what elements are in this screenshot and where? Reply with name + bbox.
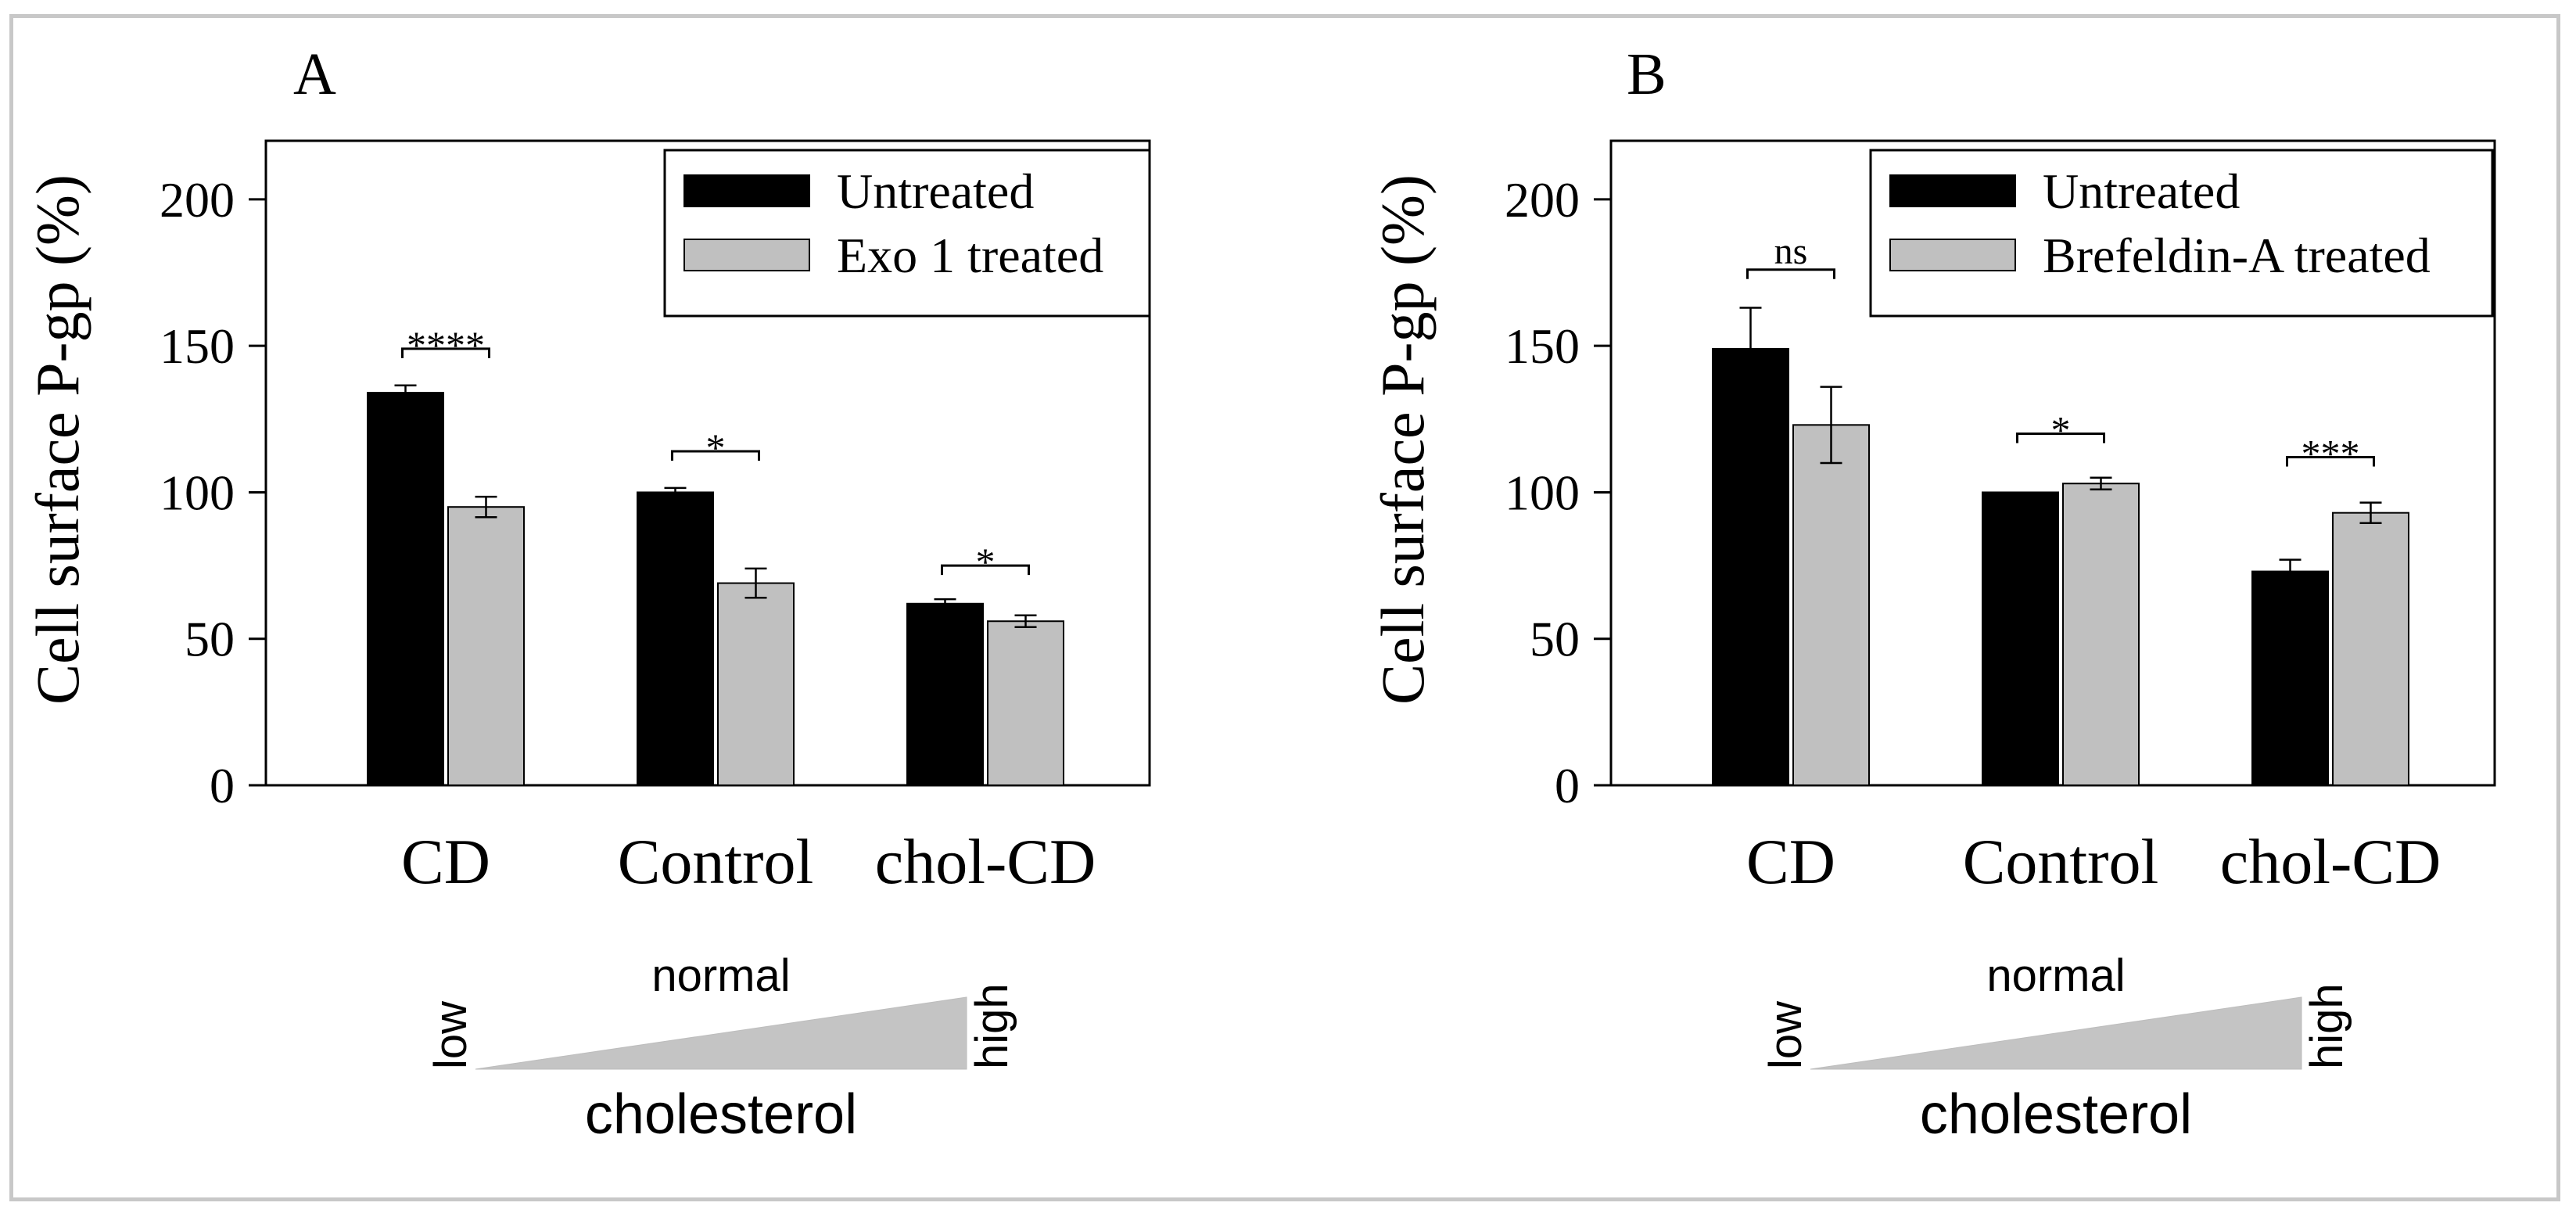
- figure-frame: A 0 50 100 150 200 Cell surface P-gp (%) CD Cont…: [9, 14, 2560, 1201]
- significance-bracket-a-chol-cd: [941, 564, 1030, 576]
- y-tick-label-b-0: 0: [1555, 758, 1580, 813]
- gradient-label-low-b: low: [1760, 1000, 1811, 1069]
- y-tick-label-a-100: 100: [160, 465, 235, 520]
- y-tick-label-b-200: 200: [1505, 172, 1580, 228]
- bar-b-brefeldin-a-treated-chol-cd: [2332, 512, 2409, 786]
- bar-b-untreated-chol-cd: [2251, 570, 2329, 787]
- legend-label-a-untreated: Untreated: [837, 163, 1034, 219]
- y-tick-label-b-50: 50: [1530, 612, 1580, 667]
- gradient-caption-cholesterol-a: cholesterol: [585, 1083, 857, 1146]
- bar-a-untreated-control: [637, 491, 714, 786]
- y-axis-label-a: Cell surface P-gp (%): [23, 174, 91, 705]
- panel-label-b: B: [1627, 41, 1667, 107]
- bar-a-untreated-chol-cd: [906, 602, 984, 786]
- legend-label-b-brefeldin-a-treated: Brefeldin-A treated: [2043, 228, 2431, 283]
- significance-label-b-cd: ns: [1774, 231, 1808, 272]
- legend-swatch-a-untreated: [683, 174, 810, 207]
- x-tick-label-b-chol-cd: chol-CD: [2220, 826, 2441, 897]
- x-tick-label-a-control: Control: [618, 826, 814, 897]
- x-tick-label-a-chol-cd: chol-CD: [875, 826, 1096, 897]
- significance-bracket-a-cd: [401, 347, 490, 358]
- gradient-label-normal-b: normal: [1986, 950, 2125, 1001]
- x-tick-label-a-cd: CD: [401, 826, 490, 897]
- significance-label-a-control: *: [706, 425, 726, 469]
- y-tick-label-a-200: 200: [160, 172, 235, 228]
- x-tick-label-b-cd: CD: [1746, 826, 1835, 897]
- y-axis-label-b: Cell surface P-gp (%): [1369, 174, 1437, 705]
- cholesterol-gradient-wedge-b: [1810, 996, 2302, 1070]
- gradient-caption-cholesterol-b: cholesterol: [1920, 1083, 2192, 1146]
- legend-swatch-b-brefeldin-a-treated: [1889, 239, 2016, 271]
- y-tick-label-b-150: 150: [1505, 318, 1580, 374]
- bar-a-exo-1-treated-chol-cd: [987, 620, 1064, 786]
- bar-b-brefeldin-a-treated-cd: [1792, 424, 1870, 786]
- significance-bracket-b-chol-cd: [2286, 456, 2375, 467]
- gradient-label-normal-a: normal: [651, 950, 790, 1001]
- cholesterol-gradient-wedge-a: [475, 996, 967, 1070]
- legend-label-b-untreated: Untreated: [2043, 163, 2240, 219]
- gradient-label-high-a: high: [967, 983, 1017, 1069]
- panel-label-a: A: [293, 41, 336, 107]
- legend-label-a-exo-1-treated: Exo 1 treated: [837, 228, 1103, 283]
- significance-label-b-control: *: [2051, 408, 2071, 452]
- significance-bracket-a-control: [671, 450, 760, 461]
- gradient-label-low-a: low: [425, 1000, 476, 1069]
- y-tick-label-a-150: 150: [160, 318, 235, 374]
- significance-bracket-b-control: [2016, 433, 2105, 443]
- legend-swatch-b-untreated: [1889, 174, 2016, 207]
- significance-label-a-cd: ****: [407, 323, 485, 367]
- gradient-label-high-b: high: [2302, 983, 2352, 1069]
- significance-bracket-b-cd: [1746, 268, 1835, 279]
- y-tick-label-b-100: 100: [1505, 465, 1580, 520]
- significance-label-a-chol-cd: *: [976, 540, 996, 583]
- y-tick-label-a-0: 0: [210, 758, 235, 813]
- bar-b-brefeldin-a-treated-control: [2062, 483, 2140, 787]
- bar-b-untreated-control: [1982, 491, 2059, 786]
- panel-a: A 0 50 100 150 200 Cell surface P-gp (%) CD Cont…: [23, 41, 1151, 1146]
- significance-label-b-chol-cd: ***: [2302, 432, 2360, 476]
- bar-a-exo-1-treated-cd: [447, 506, 525, 786]
- bar-a-exo-1-treated-control: [717, 582, 795, 787]
- bar-b-untreated-cd: [1712, 347, 1789, 787]
- panel-b: B 0 50 100 150 200 Cell surface P-gp (%) CD Cont…: [1369, 41, 2496, 1146]
- x-tick-label-b-control: Control: [1963, 826, 2159, 897]
- legend-swatch-a-exo-1-treated: [683, 239, 810, 271]
- figure-canvas: A 0 50 100 150 200 Cell surface P-gp (%) CD Cont…: [23, 41, 2496, 1146]
- bar-a-untreated-cd: [367, 392, 444, 786]
- y-tick-label-a-50: 50: [185, 612, 235, 667]
